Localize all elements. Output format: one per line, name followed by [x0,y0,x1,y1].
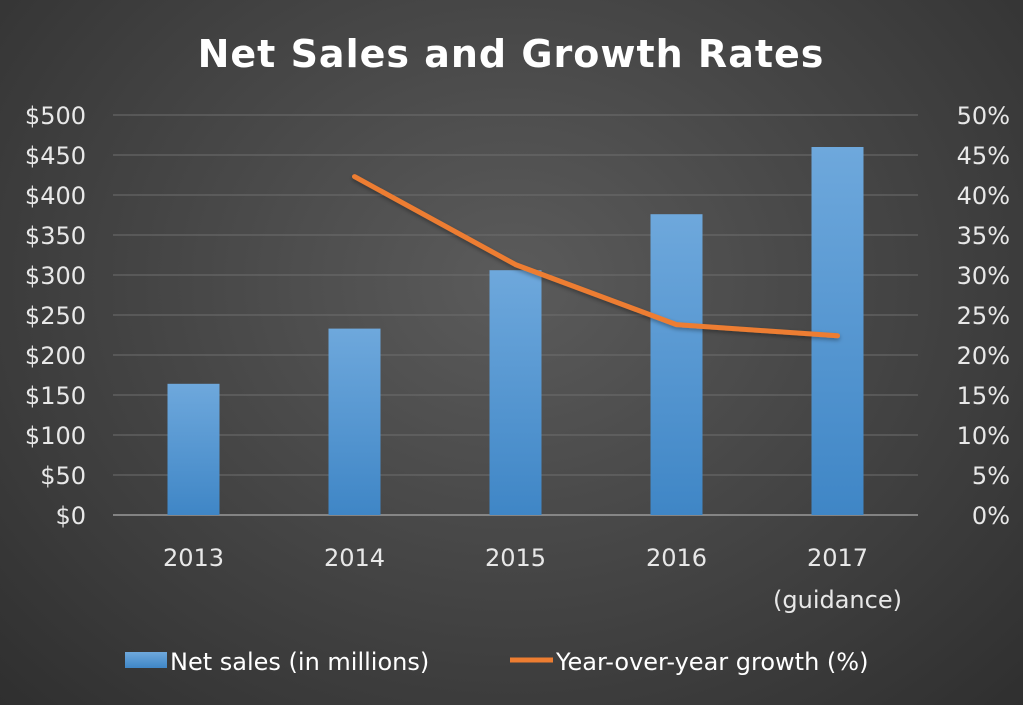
bar [167,383,220,515]
growth-line [352,174,840,339]
right-tick-label: 30% [957,262,1010,290]
left-tick-label: $500 [25,102,86,130]
right-tick-label: 35% [957,222,1010,250]
bar [811,147,864,515]
right-tick-label: 10% [957,422,1010,450]
category-label: 2017 [807,544,868,572]
category-label: 2014 [324,544,385,572]
right-tick-label: 20% [957,342,1010,370]
left-tick-label: $400 [25,182,86,210]
left-tick-label: $0 [55,502,86,530]
left-tick-label: $150 [25,382,86,410]
bar [328,328,381,515]
left-tick-label: $250 [25,302,86,330]
left-tick-label: $100 [25,422,86,450]
bar [489,270,542,515]
category-label: 2016 [646,544,707,572]
legend-bar-label: Net sales (in millions) [170,648,429,676]
category-label: (guidance) [773,586,902,614]
right-tick-label: 5% [972,462,1010,490]
category-labels: 2013 2014 2015 2016 2017 (guidance) [163,544,902,614]
right-tick-label: 15% [957,382,1010,410]
legend-bar-swatch [125,652,167,668]
left-tick-label: $300 [25,262,86,290]
chart-title: Net Sales and Growth Rates [198,32,825,76]
bar-series [167,147,864,515]
left-tick-label: $50 [40,462,86,490]
left-tick-label: $350 [25,222,86,250]
legend: Net sales (in millions) Year-over-year gr… [125,648,868,676]
legend-line-label: Year-over-year growth (%) [555,648,868,676]
left-tick-label: $200 [25,342,86,370]
right-axis-ticks: 0% 5% 10% 15% 20% 25% 30% 35% 40% 45% 50% [957,102,1010,530]
right-tick-label: 45% [957,142,1010,170]
category-label: 2013 [163,544,224,572]
left-axis-ticks: $0 $50 $100 $150 $200 $250 $300 $350 $400 $450 $50… [25,102,86,530]
category-label: 2015 [485,544,546,572]
right-tick-label: 50% [957,102,1010,130]
left-tick-label: $450 [25,142,86,170]
right-tick-label: 25% [957,302,1010,330]
bar [650,214,703,515]
right-tick-label: 0% [972,502,1010,530]
right-tick-label: 40% [957,182,1010,210]
line-series [352,174,840,339]
